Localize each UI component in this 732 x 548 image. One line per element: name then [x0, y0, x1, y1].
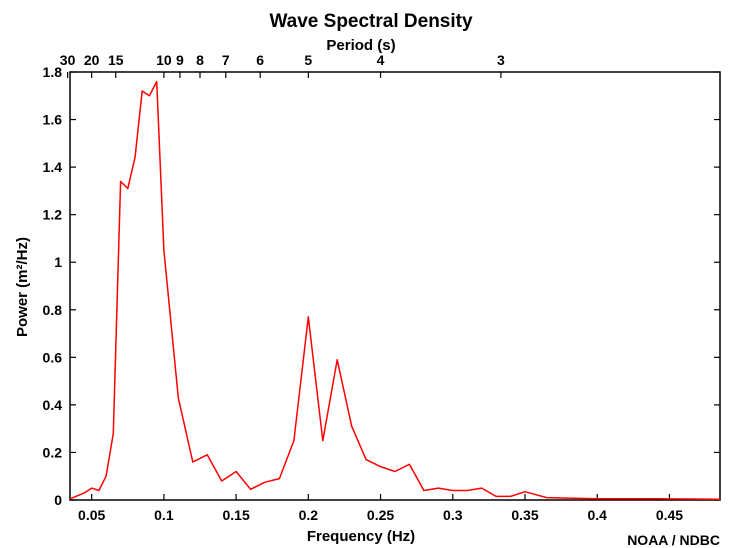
x-tick-label: 0.35 [511, 507, 538, 523]
x-tick-label: 0.45 [656, 507, 683, 523]
period-tick-label: 5 [304, 52, 312, 68]
period-tick-label: 20 [84, 52, 100, 68]
y-tick-label: 1.8 [43, 64, 63, 80]
period-tick-label: 10 [156, 52, 172, 68]
x-tick-label: 0.05 [78, 507, 105, 523]
y-axis-label: Power (m²/Hz) [14, 237, 31, 337]
period-axis-label: Period (s) [326, 37, 395, 54]
y-tick-label: 0 [54, 492, 62, 508]
x-tick-label: 0.2 [299, 507, 319, 523]
period-tick-label: 6 [256, 52, 264, 68]
y-tick-label: 1.4 [43, 159, 63, 175]
y-tick-label: 1.6 [43, 112, 63, 128]
spectral-density-line [69, 80, 721, 501]
period-tick-label: 8 [196, 52, 204, 68]
x-tick-label: 0.4 [587, 507, 607, 523]
y-tick-label: 0.8 [43, 302, 63, 318]
period-tick-label: 9 [176, 52, 184, 68]
y-tick-label: 0.6 [43, 349, 63, 365]
y-tick-label: 1 [54, 254, 62, 270]
period-tick-label: 4 [377, 52, 385, 68]
period-tick-label: 15 [108, 52, 124, 68]
credit-label: NOAA / NDBC [627, 532, 720, 548]
y-tick-label: 0.2 [43, 444, 63, 460]
y-tick-label: 0.4 [43, 397, 63, 413]
period-tick-group: 30 20 15 10 9 8 7 6 5 4 3 [60, 52, 505, 78]
x-tick-label: 0.1 [154, 507, 174, 523]
x-axis-label: Frequency (Hz) [307, 528, 415, 545]
y-tick-group: 0 0.2 0.4 0.6 0.8 1 1.2 1.4 1.6 1.8 [43, 64, 720, 508]
period-tick-label: 7 [222, 52, 230, 68]
x-tick-label: 0.15 [222, 507, 249, 523]
x-tick-label: 0.25 [367, 507, 394, 523]
period-tick-label: 3 [497, 52, 505, 68]
period-tick-label: 30 [60, 52, 76, 68]
plot-frame [69, 71, 721, 501]
chart-title: Wave Spectral Density [269, 11, 473, 32]
x-tick-label: 0.3 [443, 507, 463, 523]
y-tick-label: 1.2 [43, 207, 63, 223]
